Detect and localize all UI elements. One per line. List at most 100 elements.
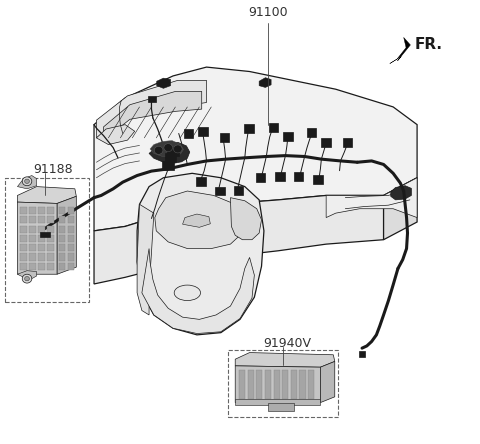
Polygon shape: [57, 196, 76, 274]
Polygon shape: [182, 214, 210, 227]
Polygon shape: [157, 78, 170, 88]
Polygon shape: [307, 128, 316, 137]
Text: 91940V: 91940V: [263, 337, 311, 350]
Polygon shape: [149, 143, 190, 163]
Ellipse shape: [174, 285, 201, 301]
Bar: [29, 254, 36, 261]
Polygon shape: [137, 173, 264, 335]
Bar: [239, 370, 245, 399]
Polygon shape: [94, 67, 417, 231]
Polygon shape: [283, 132, 293, 141]
Bar: [59, 226, 65, 233]
Polygon shape: [391, 186, 411, 200]
Circle shape: [155, 147, 163, 154]
Bar: [47, 254, 54, 261]
Bar: [29, 235, 36, 242]
Polygon shape: [96, 80, 206, 138]
Bar: [282, 370, 288, 399]
Bar: [20, 235, 26, 242]
Polygon shape: [150, 141, 183, 156]
Bar: [268, 403, 294, 411]
Circle shape: [24, 179, 29, 183]
Bar: [68, 207, 74, 214]
Polygon shape: [40, 232, 49, 238]
Polygon shape: [234, 186, 243, 194]
Bar: [38, 244, 45, 251]
Bar: [47, 244, 54, 251]
Bar: [235, 400, 321, 405]
Polygon shape: [313, 175, 323, 184]
Polygon shape: [183, 129, 193, 138]
Bar: [68, 216, 74, 223]
Polygon shape: [230, 198, 262, 240]
Bar: [29, 216, 36, 223]
Polygon shape: [294, 172, 303, 181]
Bar: [291, 370, 297, 399]
Polygon shape: [343, 138, 352, 147]
Polygon shape: [235, 353, 335, 367]
Bar: [300, 370, 306, 399]
Text: 91100: 91100: [248, 6, 288, 19]
Bar: [59, 254, 65, 261]
Polygon shape: [94, 195, 384, 284]
Polygon shape: [96, 125, 135, 145]
Polygon shape: [198, 127, 208, 136]
Polygon shape: [155, 191, 242, 249]
Bar: [265, 370, 271, 399]
Polygon shape: [17, 202, 57, 274]
Bar: [20, 244, 26, 251]
Polygon shape: [359, 351, 365, 357]
Bar: [68, 254, 74, 261]
Polygon shape: [220, 134, 229, 143]
Bar: [47, 207, 54, 214]
Bar: [20, 207, 26, 214]
Bar: [59, 207, 65, 214]
Bar: [68, 263, 74, 270]
Bar: [59, 216, 65, 223]
Polygon shape: [196, 177, 205, 186]
Bar: [59, 244, 65, 251]
Bar: [20, 216, 26, 223]
Circle shape: [22, 274, 32, 283]
Bar: [47, 235, 54, 242]
Polygon shape: [259, 78, 271, 87]
Text: 91188: 91188: [33, 163, 73, 176]
Bar: [38, 235, 45, 242]
Bar: [38, 207, 45, 214]
Polygon shape: [17, 175, 36, 189]
Polygon shape: [269, 123, 278, 132]
Bar: [308, 370, 314, 399]
Bar: [29, 244, 36, 251]
Bar: [29, 263, 36, 270]
Bar: [29, 207, 36, 214]
Circle shape: [173, 145, 182, 153]
Bar: [228, 350, 338, 417]
Polygon shape: [167, 147, 179, 155]
Bar: [47, 226, 54, 233]
Polygon shape: [137, 204, 154, 315]
Circle shape: [24, 277, 29, 281]
Bar: [68, 244, 74, 251]
Polygon shape: [235, 366, 321, 403]
Bar: [68, 235, 74, 242]
Bar: [274, 370, 280, 399]
Polygon shape: [390, 37, 410, 63]
Polygon shape: [165, 153, 176, 162]
Circle shape: [164, 144, 172, 151]
Bar: [47, 263, 54, 270]
Polygon shape: [256, 173, 265, 182]
Polygon shape: [148, 96, 156, 102]
Bar: [38, 216, 45, 223]
Bar: [38, 226, 45, 233]
Polygon shape: [384, 178, 417, 240]
Polygon shape: [162, 161, 174, 170]
Bar: [47, 216, 54, 223]
Polygon shape: [104, 91, 202, 140]
Circle shape: [22, 177, 32, 186]
Polygon shape: [17, 186, 76, 203]
Polygon shape: [215, 186, 225, 195]
Bar: [59, 263, 65, 270]
Text: FR.: FR.: [415, 37, 443, 52]
Polygon shape: [17, 271, 36, 279]
Bar: [20, 226, 26, 233]
